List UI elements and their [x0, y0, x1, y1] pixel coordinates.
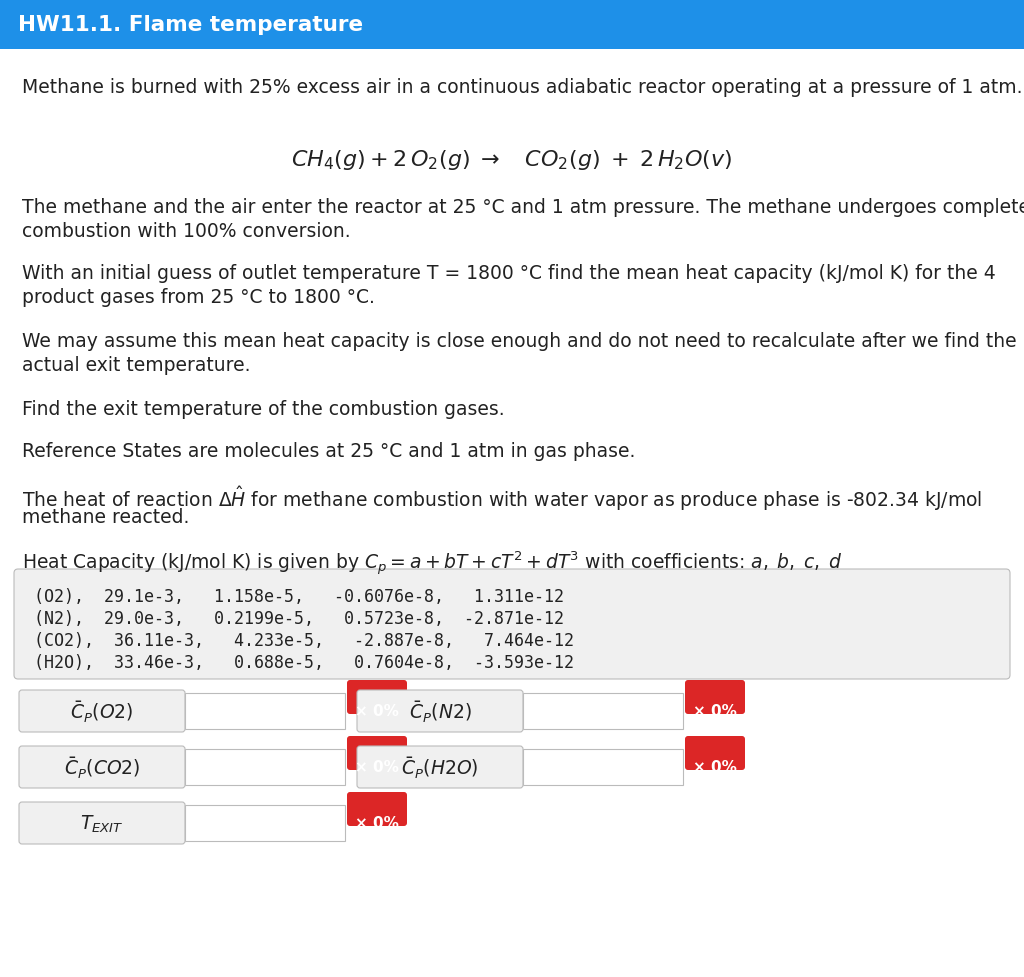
Text: Methane is burned with 25% excess air in a continuous adiabatic reactor operatin: Methane is burned with 25% excess air in…	[22, 78, 1023, 97]
FancyBboxPatch shape	[523, 694, 683, 729]
FancyBboxPatch shape	[685, 737, 745, 770]
Text: We may assume this mean heat capacity is close enough and do not need to recalcu: We may assume this mean heat capacity is…	[22, 331, 1017, 351]
Text: $\mathit{CH}_4(g)+2\,\mathit{O}_2(g)\;\rightarrow\quad\mathit{CO}_2(g)\;+\;2\,\m: $\mathit{CH}_4(g)+2\,\mathit{O}_2(g)\;\r…	[291, 148, 733, 172]
Text: × 0%: × 0%	[355, 703, 399, 719]
Text: × 0%: × 0%	[355, 816, 399, 830]
FancyBboxPatch shape	[347, 737, 407, 770]
Text: × 0%: × 0%	[693, 703, 737, 719]
Text: Find the exit temperature of the combustion gases.: Find the exit temperature of the combust…	[22, 400, 505, 418]
FancyBboxPatch shape	[185, 749, 345, 786]
FancyBboxPatch shape	[347, 792, 407, 827]
Text: (H2O),  33.46e-3,   0.688e-5,   0.7604e-8,  -3.593e-12: (H2O), 33.46e-3, 0.688e-5, 0.7604e-8, -3…	[34, 654, 574, 671]
FancyBboxPatch shape	[185, 694, 345, 729]
Text: $\bar{C}_P(CO2)$: $\bar{C}_P(CO2)$	[63, 754, 140, 780]
Text: Reference States are molecules at 25 °C and 1 atm in gas phase.: Reference States are molecules at 25 °C …	[22, 442, 635, 460]
Bar	[0, 0, 1024, 50]
FancyBboxPatch shape	[357, 746, 523, 788]
Text: product gases from 25 °C to 1800 °C.: product gases from 25 °C to 1800 °C.	[22, 287, 375, 307]
Text: (N2),  29.0e-3,   0.2199e-5,   0.5723e-8,  -2.871e-12: (N2), 29.0e-3, 0.2199e-5, 0.5723e-8, -2.…	[34, 610, 564, 627]
Text: Heat Capacity (kJ/mol K) is given by $C_p = a + bT + cT^2 + dT^3$ with coefficie: Heat Capacity (kJ/mol K) is given by $C_…	[22, 549, 843, 577]
Text: methane reacted.: methane reacted.	[22, 507, 189, 527]
Text: $\bar{C}_P(O2)$: $\bar{C}_P(O2)$	[71, 699, 134, 724]
Text: (CO2),  36.11e-3,   4.233e-5,   -2.887e-8,   7.464e-12: (CO2), 36.11e-3, 4.233e-5, -2.887e-8, 7.…	[34, 631, 574, 650]
FancyBboxPatch shape	[523, 749, 683, 786]
Text: (O2),  29.1e-3,   1.158e-5,   -0.6076e-8,   1.311e-12: (O2), 29.1e-3, 1.158e-5, -0.6076e-8, 1.3…	[34, 587, 564, 606]
FancyBboxPatch shape	[14, 570, 1010, 679]
Text: $T_{EXIT}$: $T_{EXIT}$	[80, 813, 124, 833]
FancyBboxPatch shape	[685, 680, 745, 714]
Text: $\bar{C}_P(N2)$: $\bar{C}_P(N2)$	[409, 699, 471, 724]
Text: The heat of reaction $\Delta\hat{H}$ for methane combustion with water vapor as : The heat of reaction $\Delta\hat{H}$ for…	[22, 484, 982, 512]
FancyBboxPatch shape	[19, 802, 185, 844]
Text: With an initial guess of outlet temperature T = 1800 °C find the mean heat capac: With an initial guess of outlet temperat…	[22, 264, 995, 282]
Text: combustion with 100% conversion.: combustion with 100% conversion.	[22, 222, 350, 240]
Text: $\bar{C}_P(H2O)$: $\bar{C}_P(H2O)$	[401, 754, 479, 780]
Text: × 0%: × 0%	[355, 760, 399, 775]
FancyBboxPatch shape	[347, 680, 407, 714]
Text: HW11.1. Flame temperature: HW11.1. Flame temperature	[18, 15, 364, 35]
Text: actual exit temperature.: actual exit temperature.	[22, 356, 251, 374]
FancyBboxPatch shape	[19, 691, 185, 732]
Text: The methane and the air enter the reactor at 25 °C and 1 atm pressure. The metha: The methane and the air enter the reacto…	[22, 197, 1024, 217]
FancyBboxPatch shape	[19, 746, 185, 788]
Text: × 0%: × 0%	[693, 760, 737, 775]
FancyBboxPatch shape	[185, 805, 345, 841]
FancyBboxPatch shape	[357, 691, 523, 732]
